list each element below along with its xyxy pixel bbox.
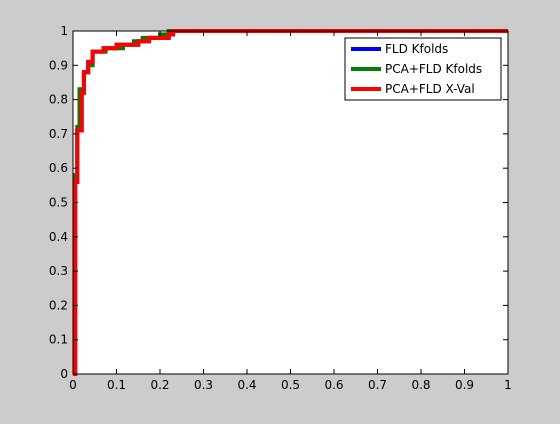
legend: FLD Kfolds PCA+FLD Kfolds PCA+FLD X-Val [344,37,502,101]
y-tick-label: 0.8 [49,93,68,107]
y-tick-label: 0 [60,367,68,381]
legend-label-pca-fld-kfolds: PCA+FLD Kfolds [385,62,482,76]
y-tick-label: 0.5 [49,196,68,210]
series-layer [73,29,508,376]
series-line-pca-fld-x-val [73,29,508,376]
y-tick-label: 0.2 [49,298,68,312]
x-tick-label: 0.9 [455,378,474,392]
y-tick-label: 0.9 [49,58,68,72]
x-tick-label: 1 [504,378,512,392]
x-tick-label: 0 [69,378,77,392]
x-tick-label: 0.8 [411,378,430,392]
x-tick-label: 0.7 [368,378,387,392]
x-tick-label: 0.3 [194,378,213,392]
y-tick-label: 0.3 [49,264,68,278]
y-tick-label: 0.6 [49,161,68,175]
x-tick-label: 0.4 [237,378,256,392]
x-tick-label: 0.2 [150,378,169,392]
y-tick-label: 0.7 [49,127,68,141]
x-tick-label: 0.6 [324,378,343,392]
y-tick-label: 1 [60,24,68,38]
legend-label-fld-kfolds: FLD Kfolds [385,42,448,56]
y-tick-label: 0.1 [49,333,68,347]
x-tick-label: 0.5 [281,378,300,392]
axes-frame [72,30,509,375]
x-tick-label: 0.1 [107,378,126,392]
legend-label-pca-fld-xval: PCA+FLD X-Val [385,82,475,96]
y-tick-label: 0.4 [49,230,68,244]
ticks-layer: 0 0.1 0.2 0.3 0.4 0.5 0.6 0.7 0.8 0.9 1 0 0.1 0.2 0.3 0… [49,24,512,392]
